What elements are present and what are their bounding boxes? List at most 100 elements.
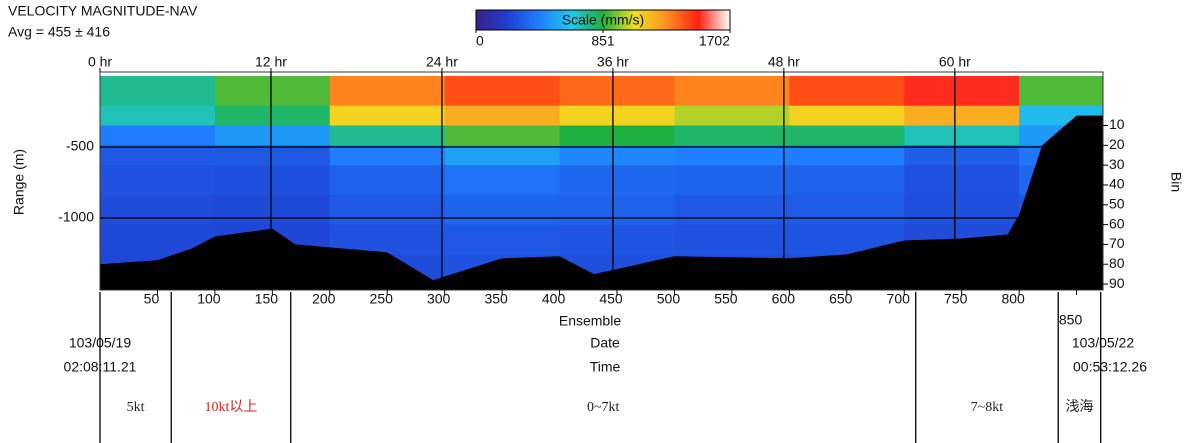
- colorbar-title: Scale (mm/s): [562, 12, 644, 28]
- top-tick-label: 60 hr: [939, 54, 971, 70]
- chart-title: VELOCITY MAGNITUDE-NAV: [8, 3, 198, 19]
- chart-subtitle: Avg = 455 ± 416: [8, 24, 110, 40]
- y2-axis-label: Bin: [1168, 172, 1184, 192]
- segment-label: 10kt以上: [205, 399, 258, 415]
- heatmap-cell: [444, 75, 561, 107]
- y-axis-label: Range (m): [11, 149, 27, 215]
- heatmap-cell: [559, 125, 675, 146]
- x-tick-label: 50: [144, 291, 160, 307]
- x-tick-label: 150: [255, 291, 279, 307]
- x-tick-label: 850: [1059, 312, 1083, 328]
- heatmap-cell: [559, 194, 675, 226]
- segment-label: 5kt: [127, 400, 145, 415]
- seabed: [100, 115, 1103, 290]
- top-tick-label: 24 hr: [426, 54, 458, 70]
- heatmap-cell: [674, 194, 790, 226]
- y2-tick-label: 60: [1109, 215, 1125, 231]
- x-tick-label: 700: [887, 291, 911, 307]
- heatmap-cell: [559, 145, 675, 166]
- x-axis-label: Ensemble: [559, 313, 621, 329]
- colorbar-tick-label: 1702: [699, 33, 730, 49]
- heatmap-cell: [329, 165, 446, 196]
- heatmap-cell: [789, 194, 905, 226]
- heatmap-cell: [1019, 75, 1104, 107]
- heatmap-cell: [904, 194, 1020, 226]
- heatmap-cell: [100, 75, 216, 107]
- y2-tick-label: 70: [1109, 235, 1125, 251]
- y2-tick-label: 10: [1109, 116, 1125, 132]
- heatmap-cell: [214, 105, 331, 127]
- y2-tick-label: 40: [1109, 176, 1125, 192]
- y2-tick-label: 90: [1109, 275, 1125, 291]
- heatmap-cell: [444, 224, 561, 255]
- x-tick-label: 250: [370, 291, 394, 307]
- heatmap-cell: [329, 145, 446, 166]
- heatmap-cell: [100, 125, 216, 146]
- x-tick-label: 400: [542, 291, 566, 307]
- x-tick-label: 450: [599, 291, 623, 307]
- end-date: 103/05/22: [1072, 335, 1134, 351]
- heatmap-cell: [444, 105, 561, 127]
- heatmap-cell: [214, 125, 331, 146]
- heatmap-cell: [329, 194, 446, 226]
- heatmap-cell: [904, 165, 1020, 196]
- heatmap-cell: [444, 165, 561, 196]
- x-tick-label: 350: [484, 291, 508, 307]
- x-tick-label: 600: [772, 291, 796, 307]
- top-tick-label: 12 hr: [255, 54, 287, 70]
- top-tick-label: 48 hr: [768, 54, 800, 70]
- heatmap-cell: [904, 145, 1020, 166]
- heatmap-cell: [789, 125, 905, 146]
- heatmap-cell: [100, 145, 216, 166]
- time-label: Time: [590, 359, 621, 375]
- heatmap-cell: [904, 75, 1020, 107]
- heatmap-cell: [904, 105, 1020, 127]
- end-time: 00:53:12.26: [1073, 359, 1147, 375]
- x-tick-label: 200: [312, 291, 336, 307]
- heatmap-cell: [100, 105, 216, 127]
- y2-tick-label: 80: [1109, 255, 1125, 271]
- heatmap-cell: [329, 105, 446, 127]
- y2-tick-label: 20: [1109, 136, 1125, 152]
- top-tick-label: 0 hr: [88, 54, 112, 70]
- x-tick-label: 100: [197, 291, 221, 307]
- y2-tick-label: 30: [1109, 156, 1125, 172]
- heatmap-cell: [789, 75, 905, 107]
- heatmap-cell: [789, 105, 905, 127]
- heatmap-cell: [559, 224, 675, 255]
- plot-frame: [99, 71, 1104, 291]
- colorbar-tick-label: 851: [591, 33, 615, 49]
- heatmap-cell: [674, 105, 790, 127]
- x-tick-label: 650: [829, 291, 853, 307]
- heatmap-cell: [559, 105, 675, 127]
- heatmap-cell: [789, 165, 905, 196]
- segment-label: 7~8kt: [971, 400, 1004, 415]
- x-tick-label: 550: [714, 291, 738, 307]
- heatmap-cell: [329, 75, 446, 107]
- segment-label: 0~7kt: [587, 400, 620, 415]
- x-tick-label: 300: [427, 291, 451, 307]
- y2-tick-label: 50: [1109, 195, 1125, 211]
- heatmap-cell: [444, 145, 561, 166]
- heatmap-cell: [674, 125, 790, 146]
- heatmap-cell: [214, 194, 331, 226]
- heatmap-cell: [674, 75, 790, 107]
- heatmap-cell: [674, 145, 790, 166]
- top-tick-label: 36 hr: [597, 54, 629, 70]
- heatmap-cell: [100, 194, 216, 226]
- heatmap-cell: [444, 125, 561, 146]
- x-tick-label: 800: [1001, 291, 1025, 307]
- heatmap-cell: [559, 165, 675, 196]
- heatmap-cell: [214, 75, 331, 107]
- y-tick-label: -500: [66, 138, 94, 154]
- heatmap-cell: [559, 75, 675, 107]
- y-tick-label: -1000: [58, 209, 94, 225]
- heatmap-cell: [904, 125, 1020, 146]
- heatmap-cell: [214, 165, 331, 196]
- heatmap-cell: [329, 125, 446, 146]
- x-tick-label: 500: [657, 291, 681, 307]
- heatmap-cell: [100, 165, 216, 196]
- date-label: Date: [590, 335, 620, 351]
- heatmap-cell: [674, 165, 790, 196]
